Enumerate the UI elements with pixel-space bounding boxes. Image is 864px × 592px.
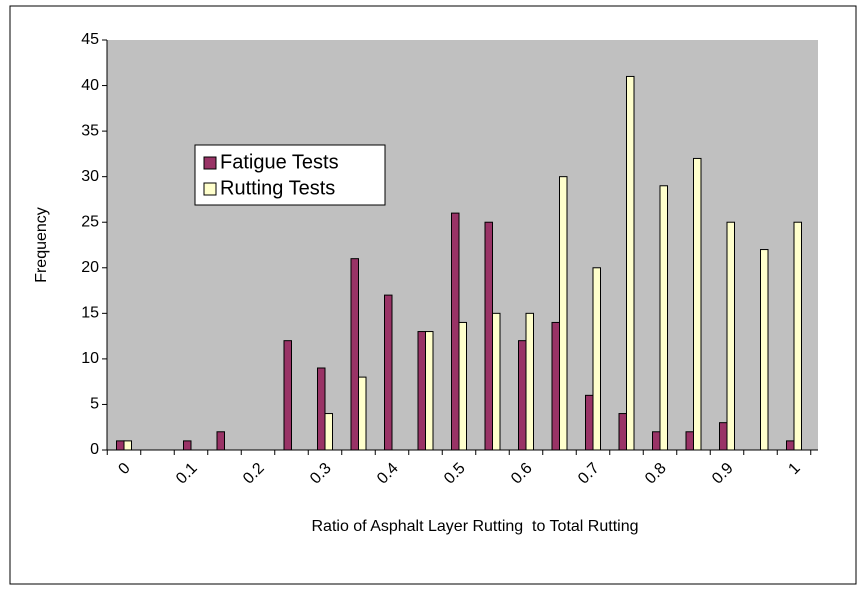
y-tick-label: 0 — [90, 441, 99, 458]
y-tick-label: 5 — [90, 396, 99, 413]
y-tick-label: 15 — [81, 305, 99, 322]
bar — [652, 431, 661, 451]
y-tick-label: 35 — [81, 122, 99, 139]
bar — [585, 394, 594, 451]
bar — [492, 312, 501, 451]
y-tick-label: 20 — [81, 259, 99, 276]
bar — [592, 267, 601, 451]
bar — [324, 413, 333, 451]
bar — [417, 331, 426, 451]
bar — [425, 331, 434, 451]
x-axis-title: Ratio of Asphalt Layer Rutting to Total … — [311, 518, 638, 535]
legend-box — [194, 144, 386, 206]
bar — [216, 431, 225, 451]
bar — [659, 185, 668, 451]
bar — [793, 221, 802, 451]
legend-label: Rutting Tests — [220, 177, 335, 199]
bar — [693, 157, 702, 451]
bar — [760, 249, 769, 451]
bar — [726, 221, 735, 451]
y-tick-label: 25 — [81, 213, 99, 230]
bar — [317, 367, 326, 451]
bar — [618, 413, 627, 451]
bar — [116, 440, 125, 451]
bar — [123, 440, 132, 451]
legend-swatch — [203, 182, 217, 196]
legend-swatch — [203, 156, 217, 170]
bar — [518, 340, 527, 451]
bar — [719, 422, 728, 451]
bar — [384, 294, 393, 451]
bar — [626, 75, 635, 451]
bar — [484, 221, 493, 451]
bar — [350, 258, 359, 451]
y-tick-label: 40 — [81, 77, 99, 94]
y-tick-label: 10 — [81, 350, 99, 367]
bar — [458, 321, 467, 451]
y-tick-label: 30 — [81, 168, 99, 185]
bar — [559, 176, 568, 451]
bar — [786, 440, 795, 451]
bar — [525, 312, 534, 451]
bar — [685, 431, 694, 451]
y-axis-title: Frequency — [33, 207, 50, 283]
legend-label: Fatigue Tests — [220, 151, 339, 173]
bar — [451, 212, 460, 451]
bar — [183, 440, 192, 451]
y-tick-label: 45 — [81, 31, 99, 48]
bar — [358, 376, 367, 451]
bar — [283, 340, 292, 451]
bar — [551, 321, 560, 451]
